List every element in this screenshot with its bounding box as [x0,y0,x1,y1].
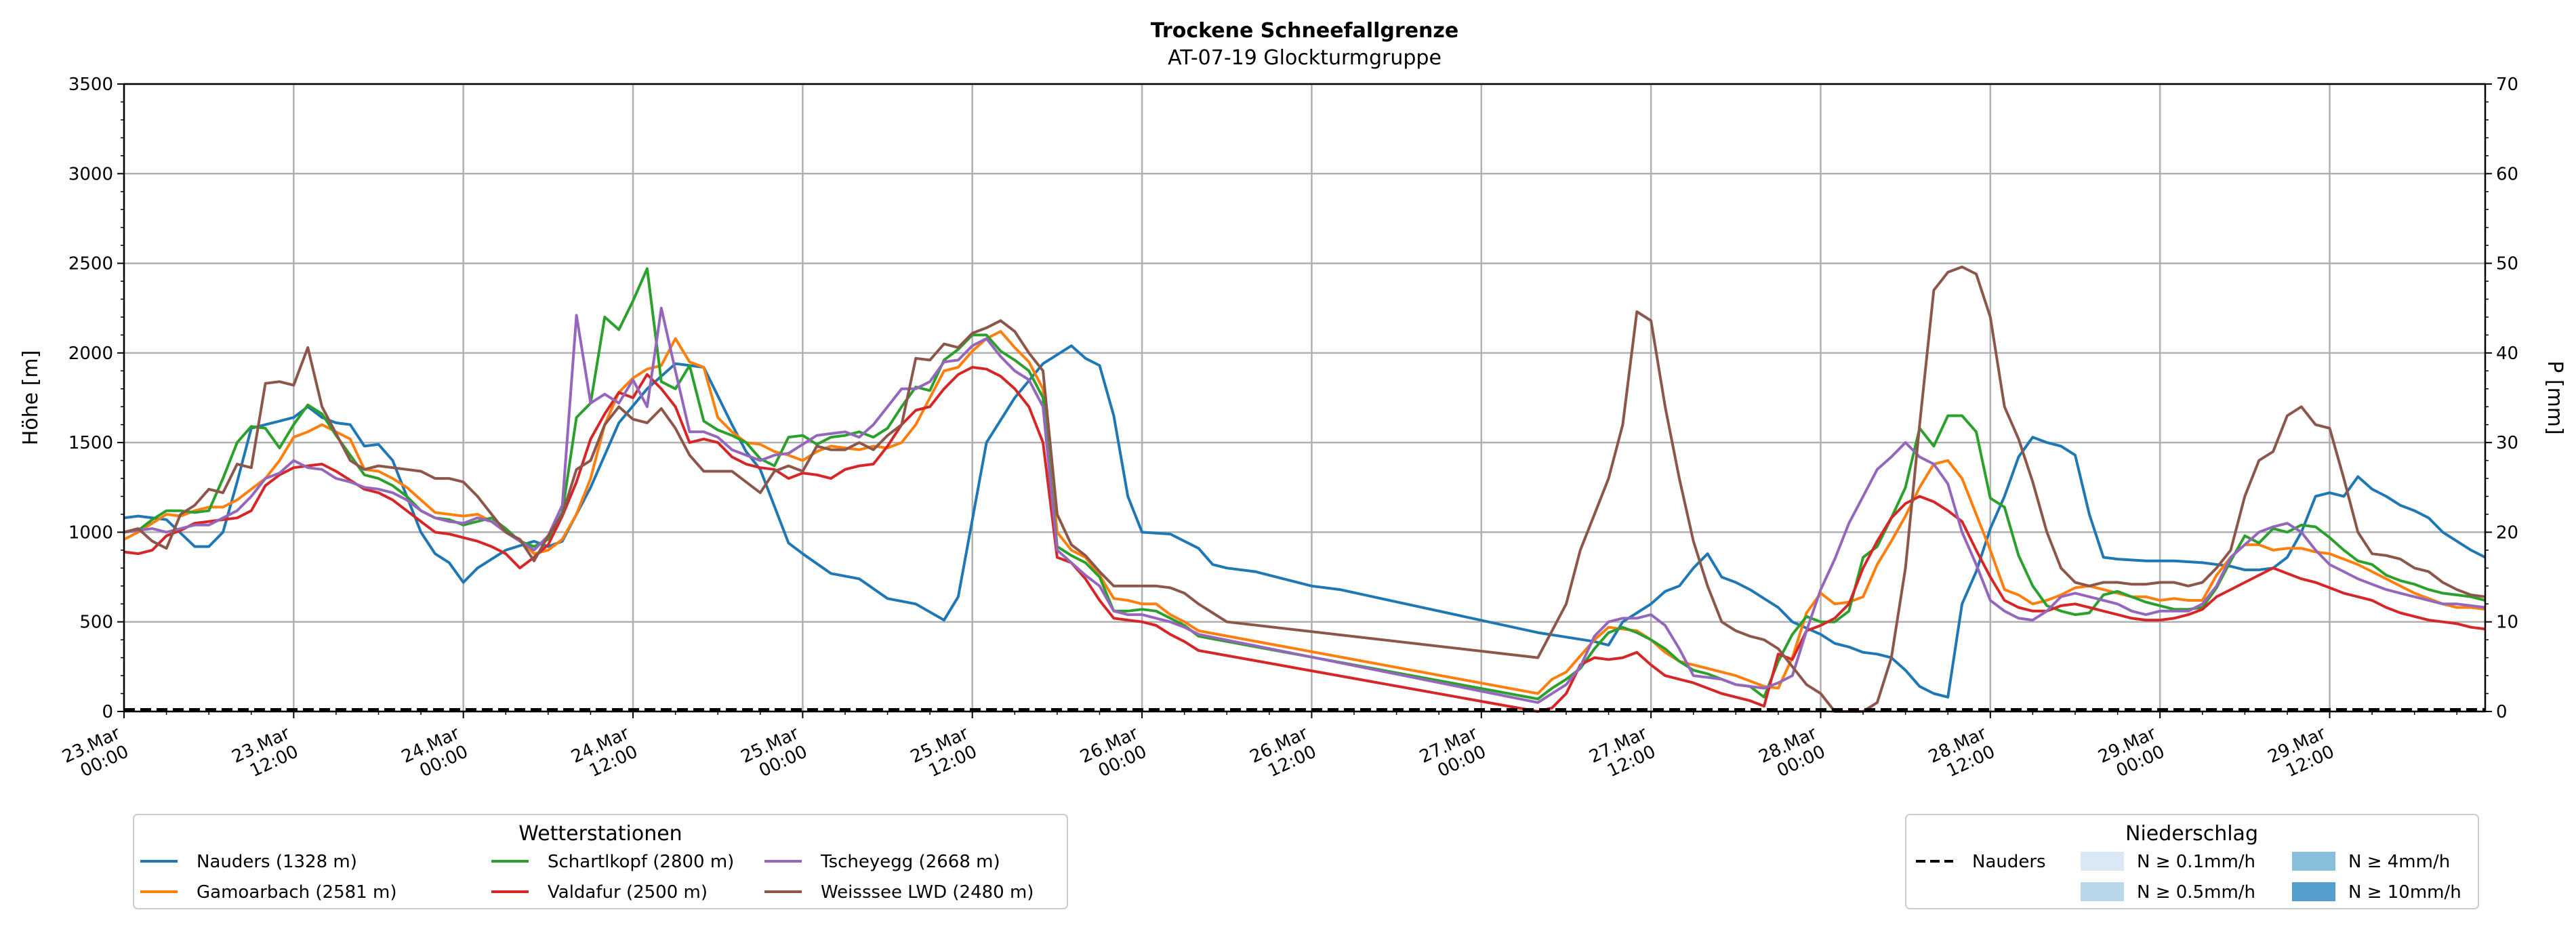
y2-tick-label: 30 [2496,433,2518,453]
series-line-5 [123,306,2486,704]
x-tick-label: 27.Mar12:00 [1586,723,1659,786]
y-tick-label: 1000 [68,522,113,543]
legend-precip: Niederschlag Nauders N ≥ 0.1mm/h N ≥ 0.5mm… [1905,814,2479,909]
x-tick-label: 25.Mar00:00 [738,723,811,786]
legend-stations: Wetterstationen Nauders (1328 m) Gamoarba… [133,814,1068,909]
x-tick-label: 23.Mar12:00 [229,723,302,786]
y2-tick-label: 40 [2496,344,2518,364]
y-axis-label: Höhe [m] [19,350,43,446]
x-tick-label: 29.Mar00:00 [2095,723,2169,786]
legend-stations-label: Tscheyegg (2668 m) [820,852,1000,872]
x-tick-label: 25.Mar12:00 [907,723,981,786]
x-tick-label: 26.Mar00:00 [1077,723,1150,786]
series-line-6 [123,265,2486,713]
y2-tick-label: 0 [2496,702,2508,722]
legend-precip-label: N ≥ 0.1mm/h [2137,852,2255,872]
x-tick-label: 28.Mar00:00 [1756,723,1829,786]
legend-precip-swatch [2081,852,2124,871]
y-tick-label: 1500 [68,433,113,453]
y-tick-label: 0 [102,702,113,722]
legend-stations-label: Schartlkopf (2800 m) [548,852,734,872]
legend-stations-box [133,814,1068,909]
x-tick-label: 29.Mar12:00 [2265,723,2338,786]
legend-precip-label: N ≥ 10mm/h [2348,882,2461,903]
x-tick-label: 24.Mar00:00 [398,723,472,786]
legend-precip-swatch [2292,882,2335,901]
x-tick-label: 24.Mar12:00 [568,723,641,786]
legend-precip-swatch [2292,852,2335,871]
legend-precip-label: Nauders [1972,852,2046,872]
x-tick-label: 26.Mar12:00 [1247,723,1320,786]
y-axis-ticks: 0 500 1000 1500 2000 2500 3000 3500 [68,75,124,722]
y2-axis-ticks: 0 10 20 30 40 50 60 70 [2485,75,2518,722]
series-line-4 [123,366,2486,713]
series-lines [123,265,2486,713]
legend-precip-label: N ≥ 4mm/h [2348,852,2450,872]
y2-tick-label: 50 [2496,254,2518,274]
y2-tick-label: 20 [2496,522,2518,543]
x-axis-ticks: 23.Mar00:00 23.Mar12:00 24.Mar00:00 24.Mar1… [59,711,2458,786]
legend-precip-swatch [2081,882,2124,901]
legend-precip-title: Niederschlag [2125,822,2258,846]
y-tick-label: 500 [79,613,113,633]
series-line-1 [123,344,2486,699]
x-tick-label: 27.Mar00:00 [1416,723,1490,786]
legend-stations-label: Weisssee LWD (2480 m) [821,882,1034,903]
y-tick-label: 2000 [68,344,113,364]
grid [123,83,2485,713]
legend-precip-label: N ≥ 0.5mm/h [2137,882,2255,903]
chart-subtitle: AT-07-19 Glockturmgruppe [1168,46,1442,70]
chart-title: Trockene Schneefallgrenze [1151,19,1458,43]
y2-tick-label: 70 [2496,75,2518,95]
legend-stations-label: Valdafur (2500 m) [548,882,708,903]
y-tick-label: 2500 [68,254,113,274]
y2-tick-label: 10 [2496,613,2518,633]
x-tick-label: 28.Mar12:00 [1925,723,1999,786]
plot-frame [123,83,2487,713]
legend-stations-label: Nauders (1328 m) [197,852,357,872]
legend-stations-title: Wetterstationen [518,822,682,846]
legend-stations-label: Gamoarbach (2581 m) [197,882,396,903]
y2-tick-label: 60 [2496,164,2518,184]
y-tick-label: 3000 [68,164,113,184]
y-tick-label: 3500 [68,75,113,95]
series-line-2 [123,330,2486,695]
y2-axis-label: P [mm] [2543,360,2567,434]
x-tick-label: 23.Mar00:00 [59,723,132,786]
series-line-3 [123,267,2486,701]
